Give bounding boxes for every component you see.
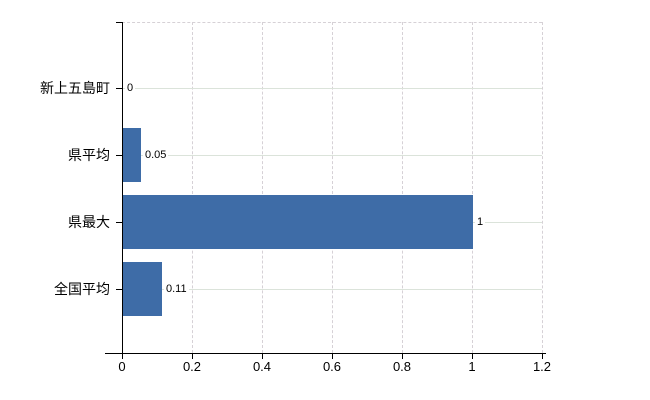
x-tick	[332, 353, 333, 359]
y-tick	[116, 22, 122, 23]
category-label: 県最大	[68, 214, 110, 230]
horizontal-gridline	[123, 289, 542, 290]
x-tick-label: 0.6	[322, 359, 342, 374]
vertical-gridline	[332, 22, 333, 353]
vertical-gridline	[402, 22, 403, 353]
horizontal-gridline	[123, 88, 542, 89]
x-tick-label: 1	[468, 359, 476, 374]
vertical-gridline	[262, 22, 263, 353]
bar-value-label: 1	[475, 215, 486, 229]
x-tick-label: 0	[118, 359, 126, 374]
vertical-gridline	[472, 22, 473, 353]
bar-value-label: 0.11	[164, 282, 189, 296]
category-label: 新上五島町	[40, 80, 110, 96]
x-axis	[105, 353, 546, 354]
category-label: 県平均	[68, 147, 110, 163]
bar-value-label: 0	[125, 81, 136, 95]
plot-top-border	[122, 22, 542, 23]
y-tick	[116, 222, 122, 223]
category-label: 全国平均	[54, 281, 110, 297]
vertical-gridline	[542, 22, 543, 353]
x-tick	[402, 353, 403, 359]
x-tick	[472, 353, 473, 359]
y-axis	[122, 22, 123, 353]
bar-value-label: 0.05	[143, 148, 169, 162]
y-tick	[116, 155, 122, 156]
bar	[123, 262, 162, 316]
bar	[123, 195, 473, 249]
bar	[123, 128, 141, 182]
x-tick	[122, 353, 123, 359]
x-tick-label: 0.8	[392, 359, 412, 374]
x-tick-label: 0.2	[182, 359, 202, 374]
y-tick	[116, 289, 122, 290]
x-tick-label: 0.4	[252, 359, 272, 374]
x-tick	[262, 353, 263, 359]
x-tick-label: 1.2	[532, 359, 552, 374]
horizontal-gridline	[123, 155, 542, 156]
vertical-gridline	[192, 22, 193, 353]
y-tick	[116, 88, 122, 89]
x-tick	[542, 353, 543, 359]
x-tick	[192, 353, 193, 359]
